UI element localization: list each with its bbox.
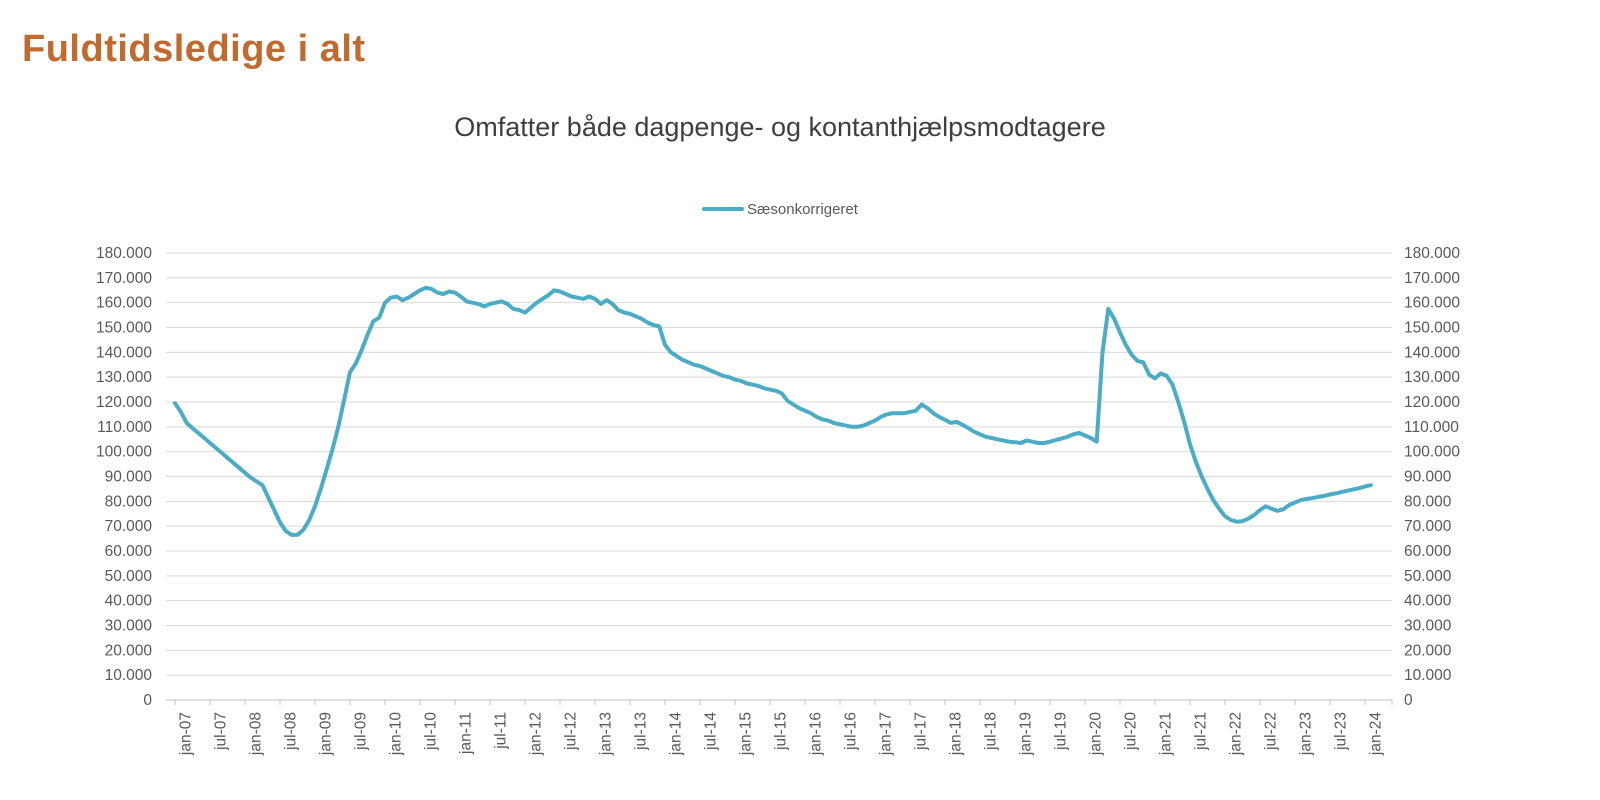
y-axis-label-right: 170.000 bbox=[1404, 270, 1460, 287]
x-axis-label: jan-19 bbox=[1018, 712, 1035, 756]
x-axis-label: jul-19 bbox=[1053, 712, 1070, 751]
x-axis-label: jan-07 bbox=[178, 712, 195, 756]
y-axis-label-left: 70.000 bbox=[105, 518, 153, 535]
y-axis-label-right: 80.000 bbox=[1404, 493, 1452, 510]
y-axis-label-left: 20.000 bbox=[105, 642, 153, 659]
y-axis-label-left: 10.000 bbox=[105, 667, 153, 684]
y-axis-label-left: 180.000 bbox=[96, 245, 152, 262]
x-axis-label: jan-18 bbox=[948, 712, 965, 756]
y-axis-label-right: 0 bbox=[1404, 692, 1413, 709]
x-axis-label: jan-22 bbox=[1228, 712, 1245, 756]
x-axis-label: jul-17 bbox=[913, 712, 930, 751]
x-axis-label: jan-11 bbox=[458, 712, 475, 755]
x-axis-label: jul-23 bbox=[1333, 712, 1350, 751]
x-axis-label: jul-13 bbox=[633, 712, 650, 751]
y-axis-label-left: 110.000 bbox=[97, 419, 152, 436]
y-axis-label-right: 160.000 bbox=[1404, 295, 1460, 312]
x-axis-label: jul-22 bbox=[1263, 712, 1280, 751]
y-axis-label-right: 150.000 bbox=[1404, 320, 1460, 337]
x-axis-label: jan-15 bbox=[738, 712, 755, 756]
x-axis-label: jan-20 bbox=[1088, 712, 1105, 756]
y-axis-label-right: 110.000 bbox=[1404, 419, 1459, 436]
x-axis-label: jan-10 bbox=[388, 712, 405, 756]
y-axis-label-left: 130.000 bbox=[96, 369, 152, 386]
y-axis-label-left: 50.000 bbox=[105, 568, 153, 585]
x-axis-label: jan-21 bbox=[1158, 712, 1175, 756]
y-axis-label-right: 50.000 bbox=[1404, 568, 1452, 585]
x-axis-label: jul-12 bbox=[563, 712, 580, 751]
y-axis-label-right: 20.000 bbox=[1404, 642, 1452, 659]
y-axis-label-right: 40.000 bbox=[1404, 593, 1452, 610]
y-axis-label-left: 150.000 bbox=[96, 320, 152, 337]
y-axis-label-left: 80.000 bbox=[105, 493, 153, 510]
y-axis-label-right: 100.000 bbox=[1404, 444, 1460, 461]
page-title: Fuldtidsledige i alt bbox=[22, 28, 366, 70]
x-axis-label: jan-17 bbox=[878, 712, 895, 756]
y-axis-label-left: 170.000 bbox=[96, 270, 152, 287]
x-axis-label: jul-07 bbox=[213, 712, 230, 751]
y-axis-label-left: 30.000 bbox=[105, 618, 153, 635]
x-axis-label: jan-23 bbox=[1298, 712, 1315, 756]
y-axis-label-left: 60.000 bbox=[105, 543, 153, 560]
x-axis-label: jul-14 bbox=[703, 712, 720, 751]
x-axis-label: jul-16 bbox=[843, 712, 860, 751]
x-axis-label: jan-16 bbox=[808, 712, 825, 756]
x-axis-label: jul-11 bbox=[493, 712, 510, 750]
x-axis-label: jul-09 bbox=[353, 712, 370, 751]
y-axis-label-right: 120.000 bbox=[1404, 394, 1460, 411]
x-axis-label: jan-12 bbox=[528, 712, 545, 756]
x-axis-label: jan-24 bbox=[1368, 712, 1385, 756]
x-axis-label: jan-13 bbox=[598, 712, 615, 756]
y-axis-label-right: 70.000 bbox=[1404, 518, 1452, 535]
y-axis-label-left: 120.000 bbox=[96, 394, 152, 411]
x-axis-label: jul-18 bbox=[983, 712, 1000, 751]
x-axis-label: jul-20 bbox=[1123, 712, 1140, 751]
x-axis-label: jan-09 bbox=[318, 712, 335, 756]
x-axis-label: jul-08 bbox=[283, 712, 300, 751]
y-axis-label-right: 60.000 bbox=[1404, 543, 1452, 560]
y-axis-label-right: 140.000 bbox=[1404, 344, 1460, 361]
y-axis-label-left: 160.000 bbox=[96, 295, 152, 312]
y-axis-label-left: 40.000 bbox=[105, 593, 153, 610]
y-axis-label-right: 180.000 bbox=[1404, 245, 1460, 262]
y-axis-label-left: 90.000 bbox=[105, 469, 153, 486]
y-axis-label-left: 0 bbox=[143, 692, 152, 709]
y-axis-label-right: 90.000 bbox=[1404, 469, 1452, 486]
y-axis-label-left: 100.000 bbox=[96, 444, 152, 461]
series-line bbox=[173, 285, 1373, 537]
x-axis-label: jul-10 bbox=[423, 712, 440, 751]
y-axis-label-right: 130.000 bbox=[1404, 369, 1460, 386]
x-axis-label: jul-15 bbox=[773, 712, 790, 751]
x-axis-label: jul-21 bbox=[1193, 712, 1210, 751]
y-axis-label-right: 10.000 bbox=[1404, 667, 1452, 684]
x-axis-label: jan-08 bbox=[248, 712, 265, 756]
y-axis-label-right: 30.000 bbox=[1404, 618, 1452, 635]
x-axis-label: jan-14 bbox=[668, 712, 685, 756]
y-axis-label-left: 140.000 bbox=[96, 344, 152, 361]
